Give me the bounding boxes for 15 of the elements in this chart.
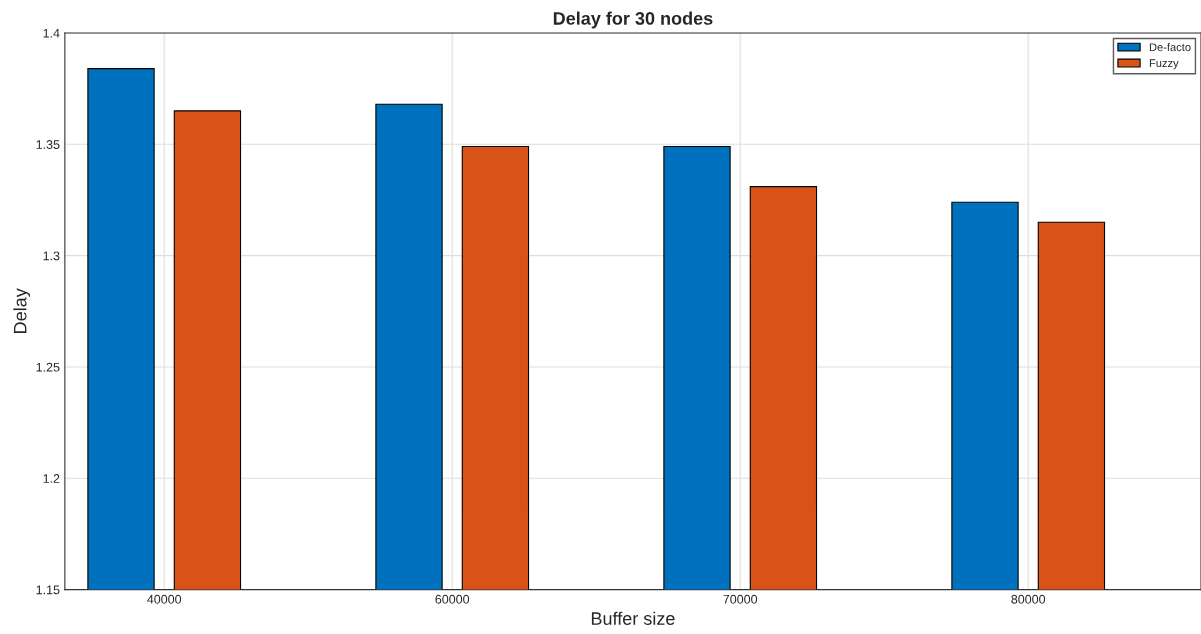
y-tick-label: 1.15 [36,585,60,595]
x-axis-title: Buffer size [591,611,675,625]
x-tick-label: 40000 [147,594,182,604]
y-tick-label: 1.4 [43,28,60,38]
y-tick-label: 1.25 [36,362,60,372]
y-axis-title: Delay [13,288,31,333]
y-tick-label: 1.3 [43,251,60,261]
legend-label: De-facto [1149,42,1191,52]
x-tick-label: 60000 [435,594,470,604]
x-tick-label: 80000 [1011,594,1046,604]
x-tick-label: 70000 [723,594,758,604]
y-tick-label: 1.35 [36,140,60,149]
y-tick-label: 1.2 [43,474,60,483]
legend-label: Fuzzy [1149,59,1179,70]
chart-title: Delay for 30 nodes [553,11,713,29]
